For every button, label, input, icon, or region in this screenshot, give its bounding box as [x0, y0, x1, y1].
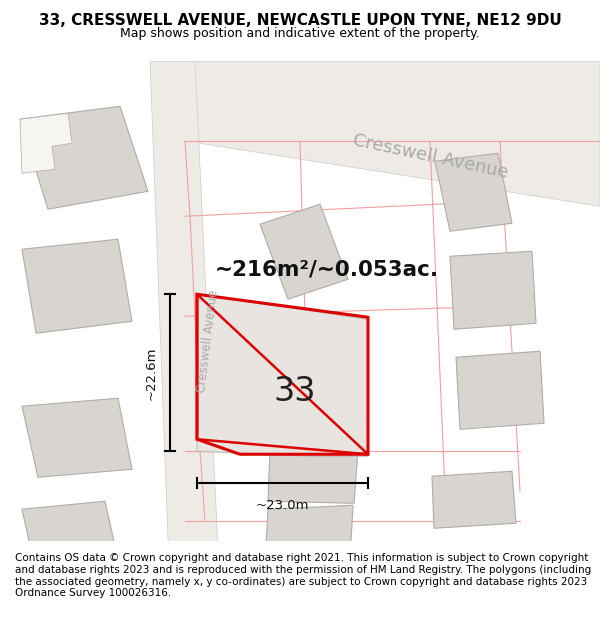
Text: Contains OS data © Crown copyright and database right 2021. This information is : Contains OS data © Crown copyright and d…	[15, 554, 591, 598]
Text: 33: 33	[274, 375, 316, 408]
Text: 33, CRESSWELL AVENUE, NEWCASTLE UPON TYNE, NE12 9DU: 33, CRESSWELL AVENUE, NEWCASTLE UPON TYN…	[38, 12, 562, 28]
Polygon shape	[20, 106, 148, 209]
Polygon shape	[22, 501, 118, 568]
Text: ~22.6m: ~22.6m	[145, 346, 158, 399]
Text: ~23.0m: ~23.0m	[256, 499, 309, 512]
Polygon shape	[22, 239, 132, 333]
Polygon shape	[435, 153, 512, 231]
Polygon shape	[260, 204, 348, 299]
Polygon shape	[20, 113, 72, 173]
Polygon shape	[155, 61, 600, 206]
Polygon shape	[268, 449, 358, 503]
Text: ~216m²/~0.053ac.: ~216m²/~0.053ac.	[215, 259, 439, 279]
Text: Map shows position and indicative extent of the property.: Map shows position and indicative extent…	[120, 27, 480, 40]
Polygon shape	[150, 61, 220, 591]
Text: Cresswell Avenue: Cresswell Avenue	[350, 131, 509, 181]
Polygon shape	[456, 351, 544, 429]
Polygon shape	[265, 505, 353, 563]
Polygon shape	[197, 294, 368, 456]
Polygon shape	[22, 398, 132, 478]
Polygon shape	[450, 251, 536, 329]
Polygon shape	[432, 471, 516, 528]
Text: Cresswell Avenue: Cresswell Avenue	[195, 289, 221, 394]
